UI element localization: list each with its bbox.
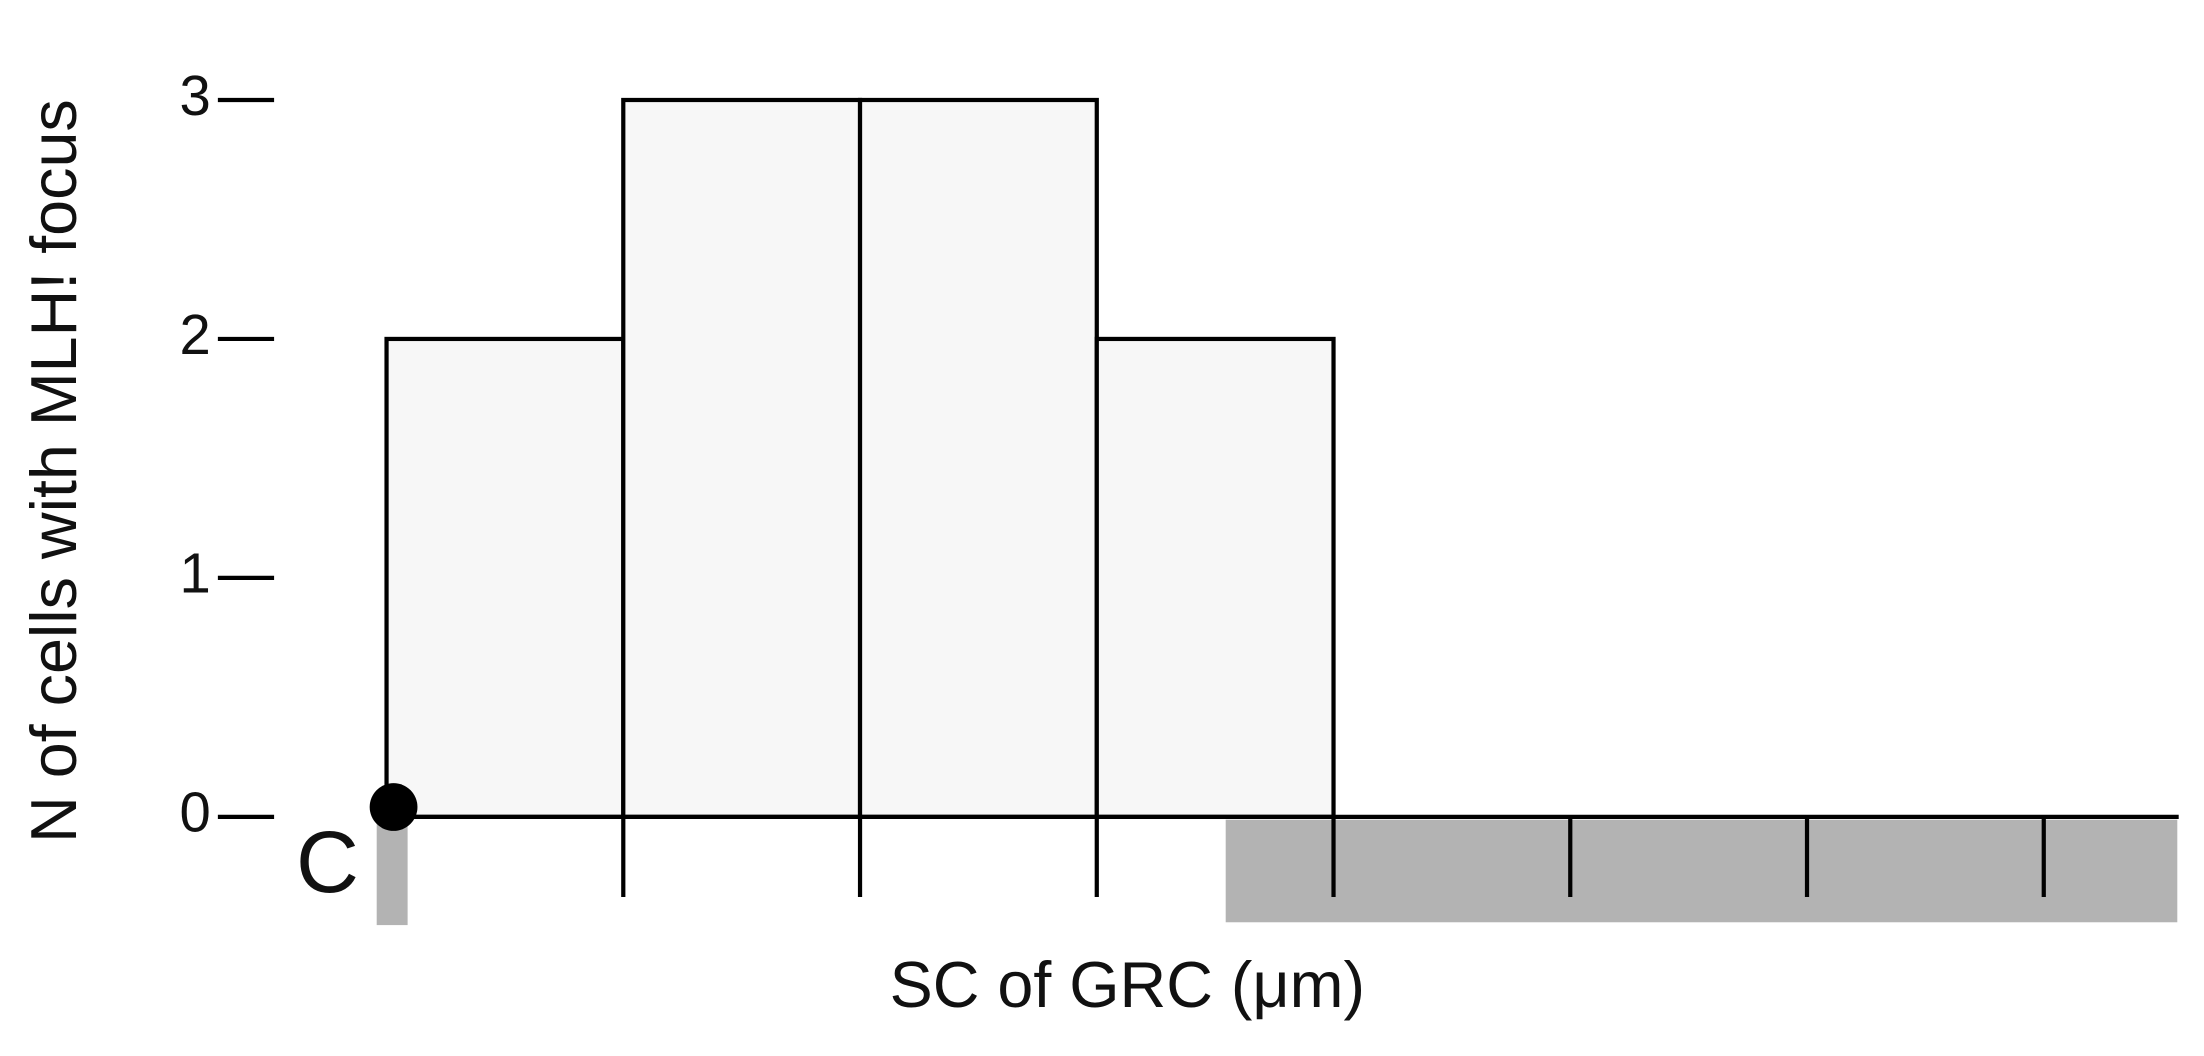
bar (1094, 336, 1336, 819)
bar (857, 97, 1099, 819)
marker-dot (369, 783, 418, 831)
bar (384, 336, 626, 819)
x-axis-label: SC of GRC (μm) (890, 948, 1365, 1021)
plot-area: 0 1 2 3 (180, 64, 2179, 897)
y-axis-label: N of cells with MLH! focus (17, 99, 90, 843)
highlight-band (1225, 819, 2178, 923)
bar (621, 97, 863, 819)
y-tick-label: 2 (180, 303, 211, 366)
panel-label: C (296, 814, 359, 911)
marker-stem (376, 819, 408, 926)
y-tick-label: 3 (180, 64, 211, 127)
y-tick-label: 0 (180, 781, 211, 844)
y-tick-label: 1 (180, 542, 211, 605)
